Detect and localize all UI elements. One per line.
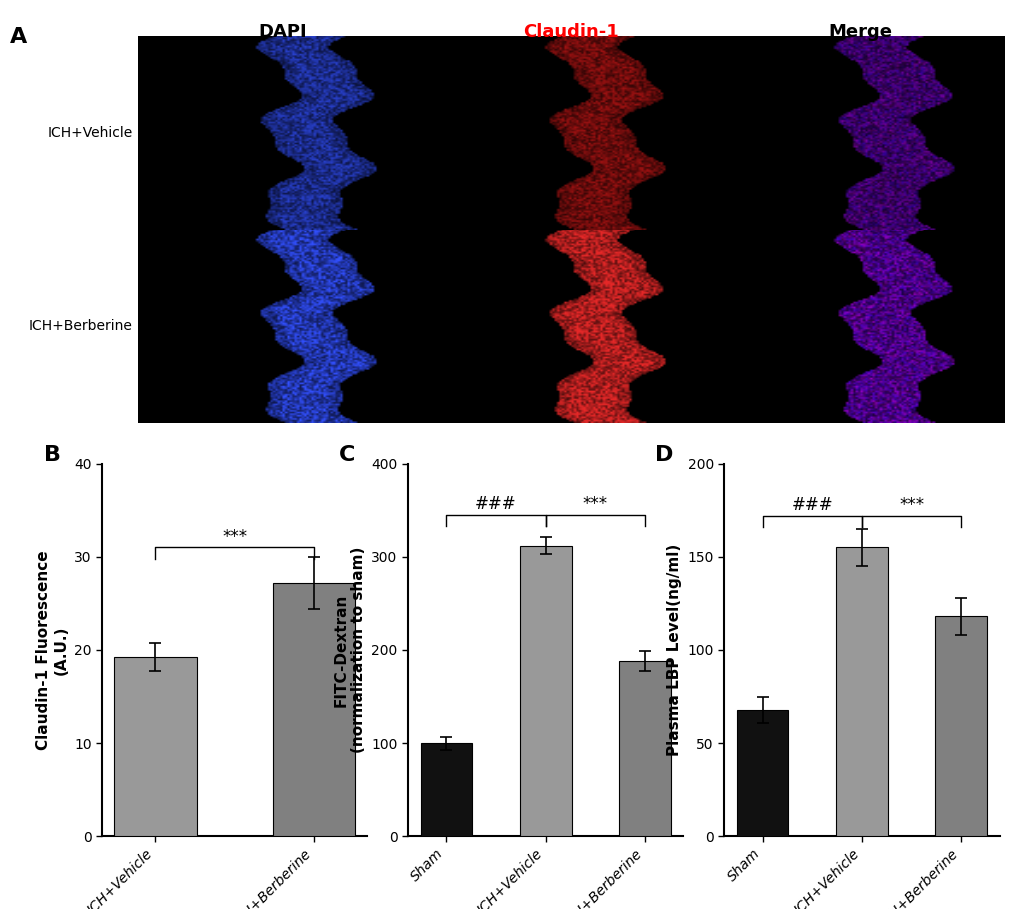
- Bar: [934, 616, 986, 836]
- Bar: [836, 547, 887, 836]
- Y-axis label: Claudin-1 Fluorescence
(A.U.): Claudin-1 Fluorescence (A.U.): [36, 550, 68, 750]
- Text: ###: ###: [475, 495, 517, 513]
- Text: ###: ###: [791, 496, 833, 514]
- Text: Merge: Merge: [827, 23, 892, 41]
- Text: A: A: [10, 27, 28, 47]
- Bar: [619, 661, 671, 836]
- Text: B: B: [44, 445, 60, 465]
- Bar: [520, 545, 571, 836]
- Bar: [114, 657, 197, 836]
- Y-axis label: FITC-Dextran
(normalization to sham): FITC-Dextran (normalization to sham): [333, 546, 365, 754]
- Text: ICH+Vehicle: ICH+Vehicle: [47, 126, 132, 140]
- Text: ***: ***: [898, 496, 923, 514]
- Bar: [420, 744, 472, 836]
- Text: C: C: [339, 445, 356, 465]
- Text: D: D: [655, 445, 674, 465]
- Text: Claudin-1: Claudin-1: [523, 23, 619, 41]
- Y-axis label: Plasma LBP Level(ng/ml): Plasma LBP Level(ng/ml): [666, 544, 681, 756]
- Text: ***: ***: [222, 527, 247, 545]
- Text: ICH+Berberine: ICH+Berberine: [29, 319, 132, 333]
- Bar: [736, 710, 788, 836]
- Bar: [272, 583, 355, 836]
- Text: ***: ***: [582, 495, 607, 513]
- Text: DAPI: DAPI: [258, 23, 307, 41]
